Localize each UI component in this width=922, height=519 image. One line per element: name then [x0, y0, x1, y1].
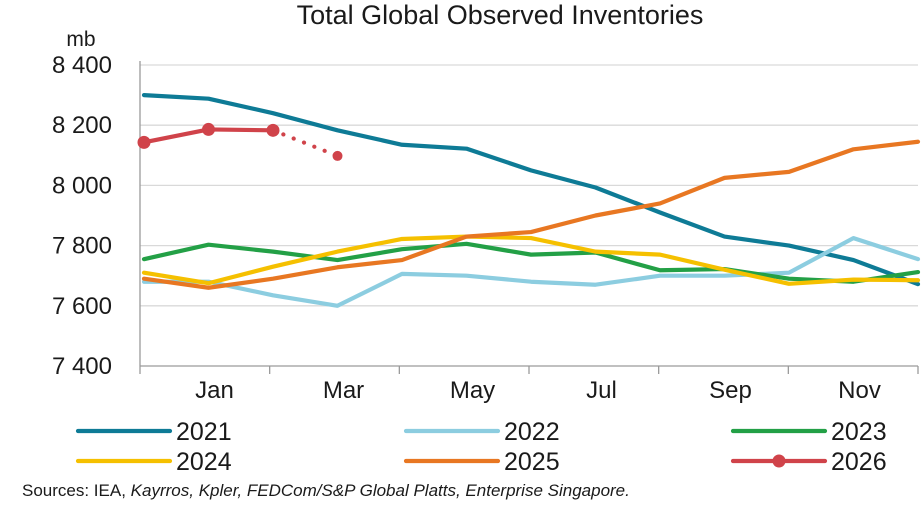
x-axis: Jan Mar May Jul Sep Nov	[139, 61, 919, 404]
y-tick-label: 8 400	[52, 52, 112, 79]
source-note: Sources: IEA, Kayrros, Kpler, FEDCom/S&P…	[22, 481, 902, 500]
x-tick-label: Nov	[838, 377, 881, 404]
legend-label-2023: 2023	[831, 418, 887, 446]
y-tick-label: 8 000	[52, 172, 112, 199]
legend-label-2022: 2022	[504, 418, 560, 446]
legend: 2021 2022 2023 2024 2025 2026	[75, 418, 887, 476]
y-tick-label: 8 200	[52, 112, 112, 139]
legend-label-2024: 2024	[176, 448, 232, 476]
series-2022-line	[141, 235, 921, 308]
series-2023-line	[141, 241, 921, 284]
series-2026-marker	[266, 123, 280, 137]
series-lines	[137, 92, 921, 308]
y-axis-unit-label: mb	[66, 28, 95, 51]
series-2025-line	[141, 139, 921, 290]
series-2026-projection-line	[270, 128, 340, 159]
x-tick-label: May	[450, 377, 495, 404]
source-italic: Kayrros, Kpler, FEDCom/S&P Global Platts…	[130, 481, 630, 500]
legend-label-2025: 2025	[504, 448, 560, 476]
y-tick-label: 7 800	[52, 233, 112, 260]
series-2024-line	[141, 234, 921, 286]
series-2026-marker	[202, 122, 215, 136]
series-2021-line	[141, 92, 921, 287]
x-tick-label: Jan	[195, 377, 234, 404]
legend-marker-2026	[772, 454, 786, 468]
x-tick-label: Mar	[323, 377, 364, 404]
inventories-line-chart: Total Global Observed Inventories mb 8 4…	[52, 0, 921, 476]
y-axis-ticks: 8 400 8 200 8 000 7 800 7 600 7 400	[52, 52, 112, 380]
legend-label-2026: 2026	[831, 448, 887, 476]
series-2026-marker	[137, 135, 151, 149]
legend-label-2021: 2021	[176, 418, 232, 446]
x-tick-label: Sep	[709, 377, 752, 404]
series-2026-end-point	[332, 150, 343, 161]
y-tick-label: 7 600	[52, 293, 112, 320]
source-prefix: Sources: IEA,	[22, 481, 131, 500]
x-tick-label: Jul	[586, 377, 617, 404]
y-tick-label: 7 400	[52, 353, 112, 380]
chart-title: Total Global Observed Inventories	[297, 0, 704, 30]
